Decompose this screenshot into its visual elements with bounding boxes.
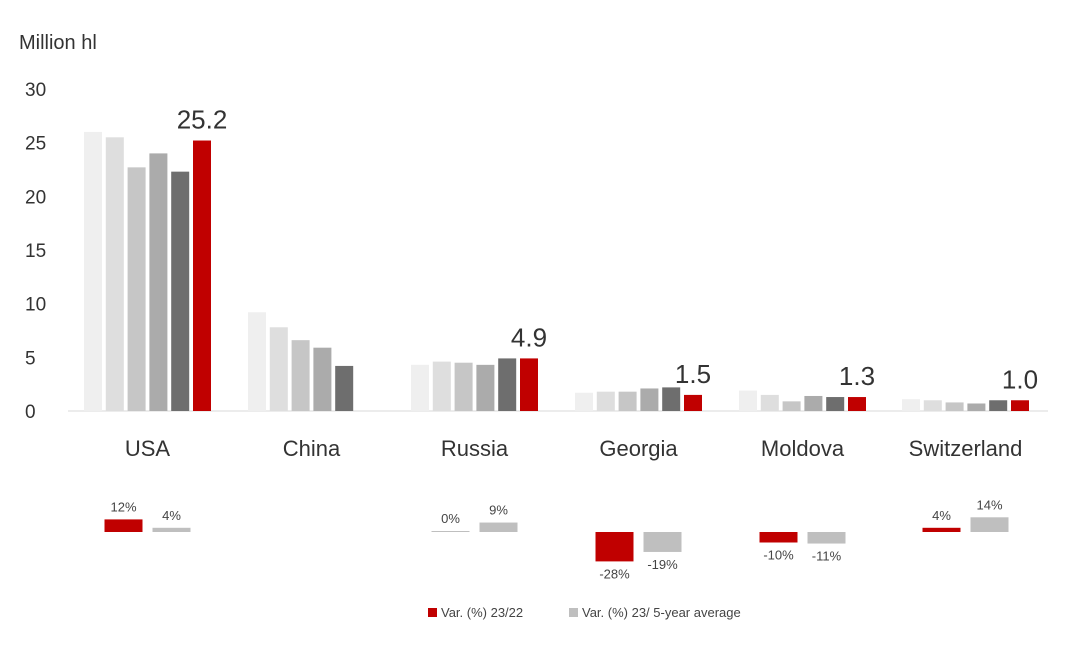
bar-russia-year-4 [476,364,495,411]
bar-georgia-year-4 [640,388,659,411]
bar-usa-year-4 [149,153,168,411]
data-label-russia: 4.9 [511,322,547,352]
bar-group-russia [411,358,538,411]
y-tick-label: 20 [25,187,46,208]
y-tick-label: 30 [25,80,46,101]
variation-label-usa-var-23-22: 12% [110,499,136,514]
data-label-switzerland: 1.0 [1002,364,1038,394]
bar-china-year-3 [291,340,310,411]
bar-georgia-year-1 [575,392,593,411]
x-category-switzerland: Switzerland [909,436,1023,461]
data-labels: 25.2 4.9 1.5 1.3 1.0 [177,105,1038,395]
bar-group-georgia [575,387,702,411]
variation-bar-switzerland-var-5yr-avg [970,517,1009,532]
bar-moldova-year-1 [739,390,757,411]
bar-russia-year-3 [454,362,473,411]
bar-switzerland-year-5 [989,400,1008,411]
variation-bar-usa-var-5yr-avg [152,527,191,532]
bar-moldova-year-5 [826,397,845,411]
bar-russia-year-5 [498,358,517,411]
variation-label-moldova-var-23-22: -10% [763,548,794,563]
bar-georgia-year-2 [596,391,615,411]
bar-china-year-1 [248,312,266,411]
bar-moldova-year-2 [760,394,779,411]
y-tick-label: 10 [25,295,46,316]
bar-usa-year-2 [105,137,124,412]
y-tick-label: 5 [25,348,36,369]
y-tick-label: 15 [25,241,46,262]
bar-moldova-year-3 [782,401,801,411]
variation-bar-russia-var-5yr-avg [479,522,518,532]
variation-bar-russia-var-23-22 [431,531,470,532]
variation-group-moldova: -10% -11% [759,532,846,564]
variation-label-moldova-var-5yr-avg: -11% [812,549,842,564]
bar-georgia-year-5 [662,387,681,411]
variation-bar-moldova-var-5yr-avg [807,532,846,544]
legend-swatch-var-5yr-avg [569,608,578,617]
bar-switzerland-year-4 [967,403,986,411]
variation-bar-usa-var-23-22 [104,519,143,532]
data-label-georgia: 1.5 [675,359,711,389]
x-axis-categories: USA China Russia Georgia Moldova Switzerland [125,436,1022,461]
bar-china-year-2 [269,327,288,411]
variation-bars: 12% 4% 0% 9% -28% -19% -10% -11% 4% 14% [104,497,1009,581]
legend-label-var-23-22: Var. (%) 23/22 [441,605,523,620]
bar-group-moldova [739,390,866,411]
bar-georgia-2023 [684,394,702,411]
variation-label-switzerland-var-5yr-avg: 14% [976,497,1002,512]
bar-group-china [248,312,354,411]
variation-label-georgia-var-23-22: -28% [599,566,630,581]
y-axis-unit-label: Million hl [19,32,97,54]
bar-moldova-year-4 [804,395,823,411]
bar-groups [84,131,1029,412]
x-category-china: China [283,436,341,461]
x-category-usa: USA [125,436,171,461]
bar-switzerland-year-3 [945,402,964,411]
bar-switzerland-year-1 [902,399,920,411]
bar-switzerland-year-2 [923,400,942,411]
legend: Var. (%) 23/22 Var. (%) 23/ 5-year avera… [428,605,741,620]
bar-usa-year-5 [171,171,190,411]
variation-label-russia-var-5yr-avg: 9% [489,503,508,518]
bar-moldova-2023 [848,397,866,411]
variation-bar-switzerland-var-23-22 [922,527,961,532]
bar-group-usa [84,131,211,412]
y-tick-label: 25 [25,134,46,155]
y-axis-ticks: 0 5 10 15 20 25 30 [25,80,46,423]
data-label-moldova: 1.3 [839,361,875,391]
bar-group-switzerland [902,399,1029,411]
variation-group-russia: 0% 9% [431,503,518,532]
bar-china-year-5 [335,365,354,411]
bar-georgia-year-3 [618,391,637,411]
variation-bar-georgia-var-5yr-avg [643,532,682,552]
x-category-russia: Russia [441,436,509,461]
bar-switzerland-2023 [1011,400,1029,411]
bar-russia-2023 [520,358,538,411]
legend-label-var-5yr-avg: Var. (%) 23/ 5-year average [582,605,741,620]
variation-label-georgia-var-5yr-avg: -19% [647,557,678,572]
data-label-usa: 25.2 [177,105,228,135]
variation-bar-moldova-var-23-22 [759,532,798,543]
legend-swatch-var-23-22 [428,608,437,617]
bar-usa-year-1 [84,131,102,411]
variation-label-usa-var-5yr-avg: 4% [162,508,181,523]
bar-russia-year-1 [411,364,429,411]
x-category-georgia: Georgia [599,436,678,461]
variation-label-russia-var-23-22: 0% [441,511,460,526]
bar-usa-year-3 [127,167,146,411]
variation-bar-georgia-var-23-22 [595,532,634,562]
y-tick-label: 0 [25,402,36,423]
bar-russia-year-2 [432,361,451,411]
x-category-moldova: Moldova [761,436,845,461]
bar-usa-2023 [193,140,211,411]
variation-group-usa: 12% 4% [104,499,191,532]
variation-label-switzerland-var-23-22: 4% [932,508,951,523]
bar-china-year-4 [313,347,332,411]
variation-group-switzerland: 4% 14% [922,497,1009,532]
variation-group-georgia: -28% -19% [595,532,682,581]
